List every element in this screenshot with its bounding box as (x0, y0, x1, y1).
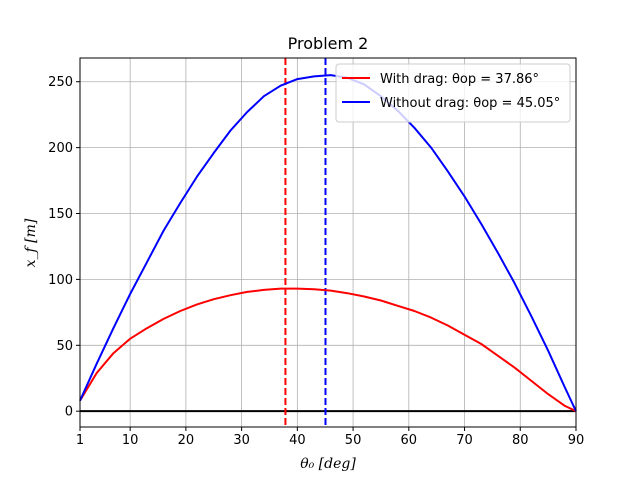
x-tick-label: 70 (456, 433, 473, 448)
legend: With drag: θop = 37.86° Without drag: θop… (335, 63, 571, 123)
legend-box (335, 63, 571, 123)
x-tick-label: 60 (401, 433, 418, 448)
y-tick-label: 200 (48, 141, 73, 156)
x-axis-label: θ₀ [deg] (300, 456, 356, 472)
y-tick-label: 100 (48, 273, 73, 288)
x-axis-ticks: 1 10 20 30 40 50 60 70 80 90 (76, 427, 584, 448)
x-tick-label: 20 (178, 433, 195, 448)
x-tick-label: 30 (233, 433, 250, 448)
legend-label-1: With drag: θop = 37.86° (380, 72, 539, 87)
series-line-1 (79, 287, 577, 413)
series-lines (79, 74, 577, 413)
reference-lines (80, 58, 576, 427)
y-axis-label: x_f [m] (23, 218, 39, 267)
x-tick-label: 90 (568, 433, 585, 448)
x-tick-label: 40 (289, 433, 306, 448)
y-tick-label: 250 (48, 75, 73, 90)
x-tick-label: 1 (76, 433, 84, 448)
chart-title: Problem 2 (288, 34, 369, 53)
x-tick-label: 80 (512, 433, 529, 448)
legend-label-2: Without drag: θop = 45.05° (380, 96, 560, 111)
y-axis-ticks: 0 50 100 150 200 250 (48, 75, 80, 420)
y-tick-label: 50 (56, 339, 73, 354)
series-line-2 (79, 74, 577, 412)
x-tick-label: 10 (122, 433, 139, 448)
x-tick-label: 50 (345, 433, 362, 448)
y-tick-label: 0 (65, 405, 73, 420)
axes-frame (79, 57, 577, 428)
y-tick-label: 150 (48, 207, 73, 222)
